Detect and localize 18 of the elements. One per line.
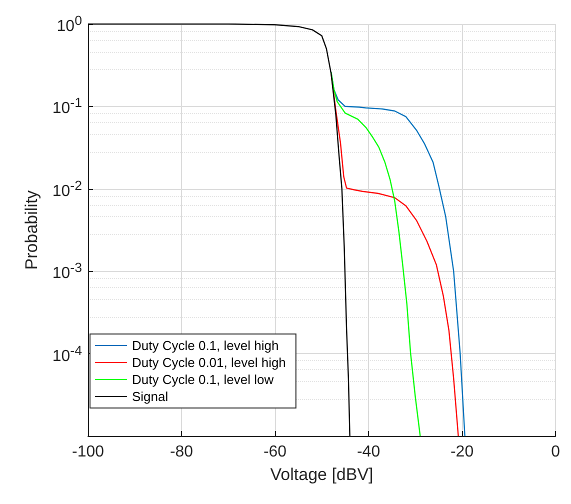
y-tick-label: 10$^{-1}$ (52, 95, 82, 118)
x-tick-label: -80 (170, 444, 194, 460)
y-tick-label: 10$^{-3}$ (52, 260, 82, 282)
y-tick-label: 10$^{0}$ (56, 12, 82, 36)
legend-label: Duty Cycle 0.01, level high (132, 355, 286, 370)
y-tick-label: 10$^{-4}$ (52, 342, 82, 365)
legend-label: Duty Cycle 0.1, level high (132, 338, 279, 353)
x-tick-label: -40 (356, 444, 380, 460)
line-series (330, 72, 421, 437)
x-axis-title: Voltage [dBV] (270, 465, 374, 484)
legend-label: Duty Cycle 0.1, level low (132, 372, 274, 387)
y-tick-label: 10$^{-2}$ (52, 178, 82, 200)
legend-label: Signal (132, 389, 168, 404)
x-tick-label: -20 (450, 444, 474, 460)
y-axis-title: Probability (22, 190, 41, 270)
x-tick-label: 0 (551, 444, 560, 460)
x-tick-label: -60 (263, 444, 287, 460)
x-tick-label: -100 (72, 444, 104, 460)
